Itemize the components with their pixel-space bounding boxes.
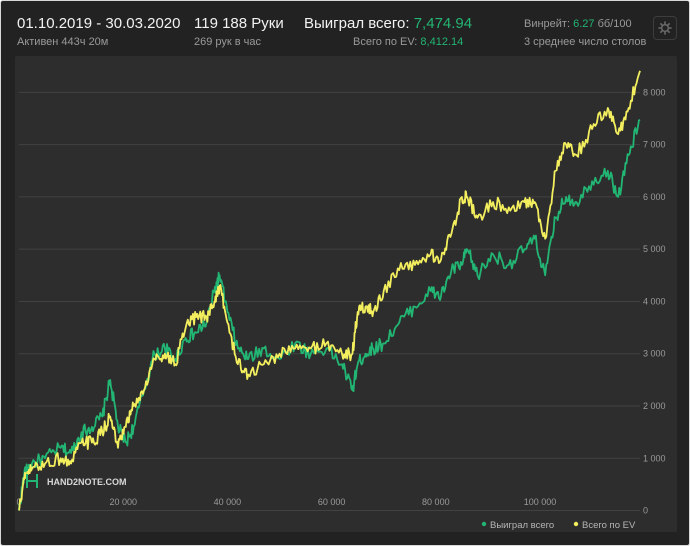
winrate: Винрейт: 6.27 бб/100 <box>524 18 632 30</box>
won-total-label: Выиграл всего: <box>304 15 410 32</box>
winrate-unit: бб/100 <box>597 18 632 30</box>
hands-count: 119 188 Руки <box>194 15 284 32</box>
plot-area <box>15 56 677 532</box>
legend-marker <box>481 521 487 527</box>
hands-per-hour: 269 рук в час <box>194 36 262 48</box>
x-tick-label: 40 000 <box>214 497 242 507</box>
series-line-won <box>18 119 641 511</box>
legend: Выиграл всего Всего по EV <box>481 520 636 531</box>
y-tick-label: 5 000 <box>643 244 666 254</box>
date-range: 01.10.2019 - 30.03.2020 <box>17 15 181 32</box>
legend-marker <box>573 521 579 527</box>
gear-icon <box>658 21 672 35</box>
ev-total: Всего по EV: 8,412.14 <box>353 36 463 48</box>
won-total-value: 7,474.94 <box>413 15 473 32</box>
legend-label: Выиграл всего <box>490 520 554 531</box>
active-time: Активен 443ч 20м <box>17 36 109 48</box>
watermark: HAND2NOTE.COM <box>26 474 127 488</box>
x-tick-label: 80 000 <box>422 497 450 507</box>
y-tick-label: 0 <box>643 506 648 516</box>
won-total: Выиграл всего: 7,474.94 <box>304 15 472 32</box>
hand2note-logo <box>26 474 38 488</box>
watermark-text: HAND2NOTE.COM <box>47 477 127 487</box>
x-tick-label: 100 000 <box>524 497 557 507</box>
winrate-label: Винрейт: <box>524 18 571 30</box>
legend-label: Всего по EV <box>582 520 636 531</box>
winrate-value: 6.27 <box>573 18 595 30</box>
x-tick-label: 20 000 <box>109 497 137 507</box>
y-tick-label: 8 000 <box>643 87 666 97</box>
settings-button[interactable] <box>653 16 677 40</box>
y-tick-label: 3 000 <box>643 349 666 359</box>
ev-total-label: Всего по EV: <box>353 36 418 48</box>
series-line-ev <box>18 70 641 511</box>
y-tick-label: 2 000 <box>643 401 666 411</box>
ev-total-value: 8,412.14 <box>420 36 464 48</box>
y-tick-label: 7 000 <box>643 140 666 150</box>
y-tick-label: 6 000 <box>643 192 666 202</box>
y-tick-label: 4 000 <box>643 296 666 306</box>
x-tick-label: 60 000 <box>318 497 346 507</box>
y-tick-label: 1 000 <box>643 453 666 463</box>
avg-tables: 3 среднее число столов <box>524 36 647 48</box>
